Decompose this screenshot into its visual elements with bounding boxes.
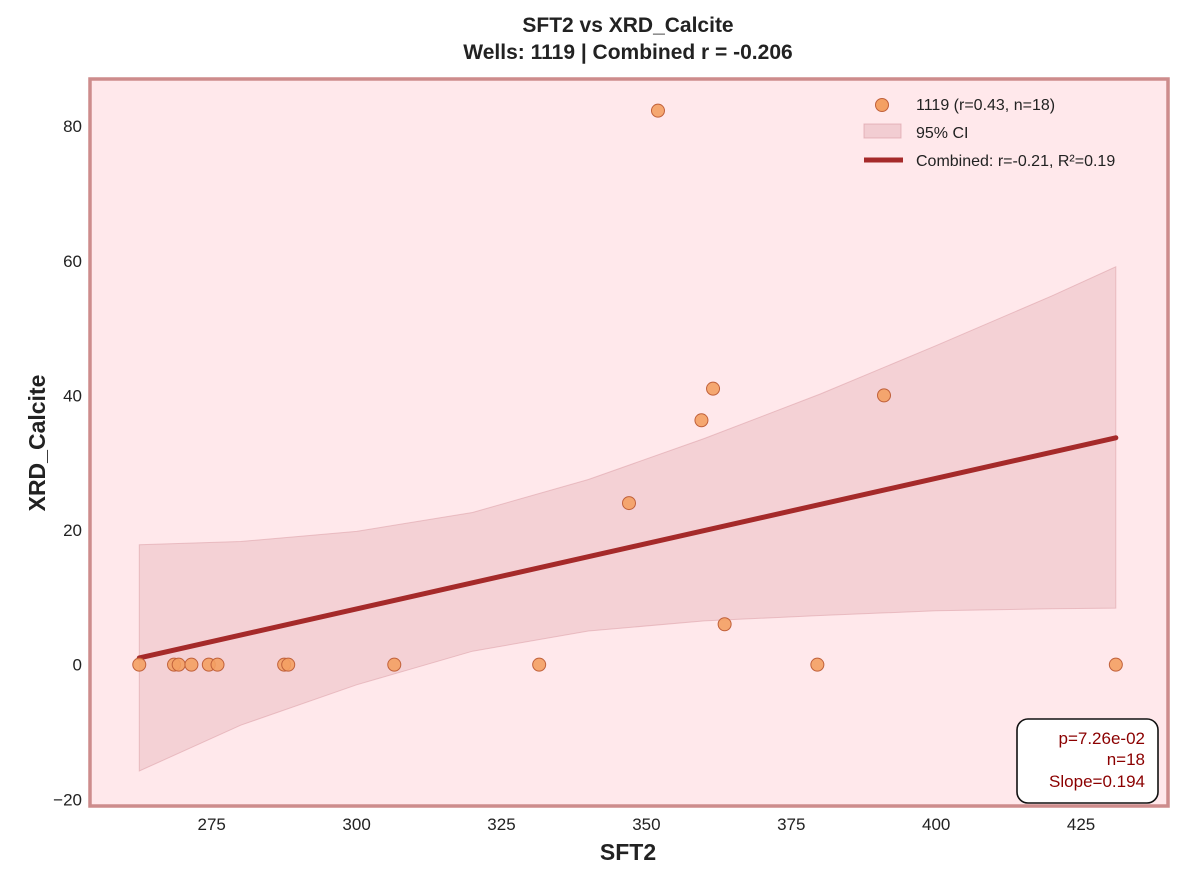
x-tick-label: 275 <box>198 815 226 834</box>
x-tick-label: 300 <box>342 815 370 834</box>
y-tick-label: −20 <box>53 790 82 809</box>
confidence-band <box>138 266 1117 772</box>
data-point <box>650 103 665 118</box>
y-axis-label: XRD_Calcite <box>24 375 50 512</box>
chart-title: SFT2 vs XRD_Calcite <box>522 14 733 37</box>
confidence-band-layer <box>138 266 1117 772</box>
data-point <box>132 657 147 672</box>
data-point <box>387 657 402 672</box>
y-tick-label: 60 <box>63 252 82 271</box>
regression-line <box>136 435 1119 661</box>
x-tick-label: 425 <box>1067 815 1095 834</box>
data-point <box>1108 657 1123 672</box>
stats-box-frame <box>1016 718 1159 804</box>
stats-n: n=18 <box>1107 750 1145 769</box>
data-point <box>622 496 636 511</box>
stats-p-value: p=7.26e-02 <box>1059 729 1146 748</box>
x-axis-label: SFT2 <box>600 839 656 865</box>
legend: 1119 (r=0.43, n=18) 95% CI Combined: r=-… <box>863 97 1115 170</box>
y-tick-label: 40 <box>63 386 82 405</box>
data-point <box>210 657 225 672</box>
y-tick-label: 20 <box>63 521 82 540</box>
legend-label-ci: 95% CI <box>916 125 968 142</box>
legend-label-points: 1119 (r=0.43, n=18) <box>916 97 1055 114</box>
stats-slope: Slope=0.194 <box>1049 772 1145 791</box>
x-tick-label: 400 <box>922 815 950 834</box>
stats-box: p=7.26e-02 n=18 Slope=0.194 <box>1016 718 1159 804</box>
data-point <box>694 413 709 428</box>
y-tick-label: 0 <box>73 656 82 675</box>
y-tick-label: 80 <box>63 117 82 136</box>
data-point <box>171 657 186 672</box>
data-point <box>717 617 732 632</box>
plot-area <box>90 79 1168 806</box>
legend-marker-points <box>875 98 889 112</box>
x-axis-ticks: 275 300 325 350 375 400 425 <box>198 815 1096 834</box>
legend-swatch-ci <box>863 123 902 139</box>
data-point <box>877 388 892 403</box>
regression-line-layer <box>136 435 1119 661</box>
data-point <box>706 381 721 396</box>
x-tick-label: 350 <box>632 815 660 834</box>
data-points-layer <box>132 103 1123 672</box>
data-point <box>281 657 296 672</box>
data-point <box>184 657 199 672</box>
y-axis-ticks: −20 0 20 40 60 80 <box>53 117 82 809</box>
plot-frame <box>88 77 1170 808</box>
legend-label-combined: Combined: r=-0.21, R²=0.19 <box>916 153 1115 170</box>
data-point <box>810 657 825 672</box>
chart-subtitle: Wells: 1119 | Combined r = -0.206 <box>463 41 792 64</box>
data-point <box>532 657 547 672</box>
x-tick-label: 375 <box>777 815 805 834</box>
x-tick-label: 325 <box>487 815 515 834</box>
